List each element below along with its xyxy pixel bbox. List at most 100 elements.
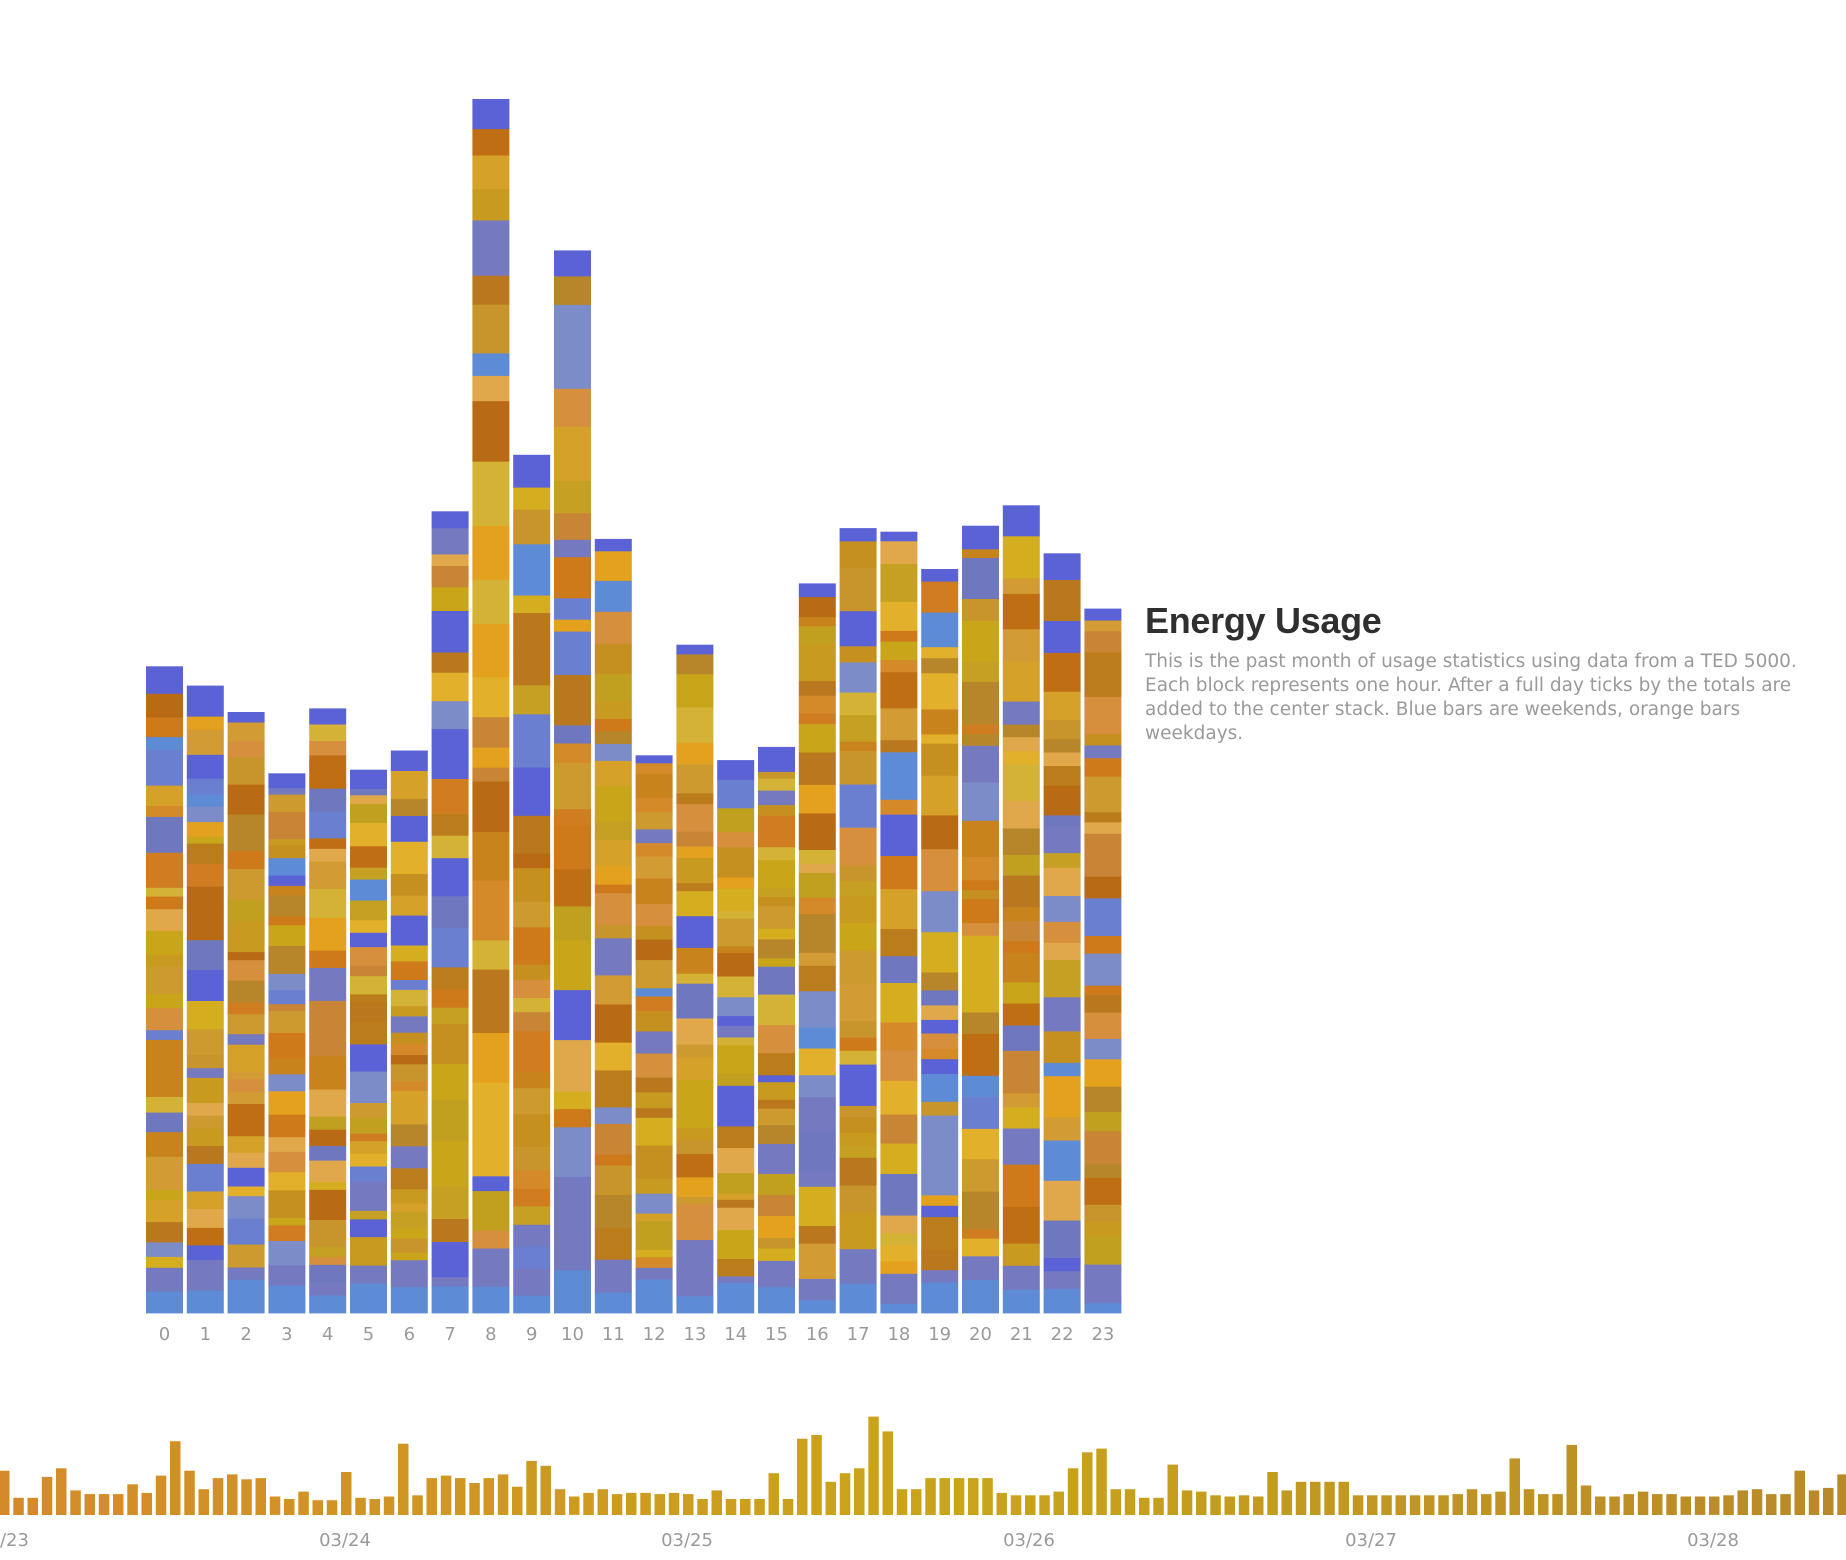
timeline-bar[interactable] — [1637, 1491, 1649, 1515]
timeline-bar[interactable] — [512, 1486, 523, 1515]
timeline-bar[interactable] — [1067, 1468, 1079, 1515]
timeline-bar[interactable] — [1751, 1489, 1763, 1515]
timeline-bar[interactable] — [1210, 1495, 1221, 1515]
timeline-bar[interactable] — [554, 1489, 566, 1515]
timeline-bar[interactable] — [911, 1489, 922, 1515]
timeline-bar[interactable] — [611, 1494, 623, 1515]
timeline-bar[interactable] — [526, 1460, 537, 1515]
timeline-bar[interactable] — [1694, 1496, 1706, 1515]
hour-bar-20[interactable] — [962, 525, 999, 1314]
timeline-bar[interactable] — [1495, 1491, 1506, 1515]
timeline-bar[interactable] — [1580, 1485, 1592, 1516]
timeline-bar[interactable] — [968, 1478, 979, 1515]
timeline-bar[interactable] — [996, 1492, 1008, 1515]
hour-bar-5[interactable] — [350, 769, 387, 1314]
hour-bar-13[interactable] — [676, 644, 714, 1314]
timeline-bar[interactable] — [0, 1470, 10, 1515]
timeline-bar[interactable] — [953, 1478, 965, 1515]
timeline-bar[interactable] — [597, 1489, 609, 1515]
hour-bar-4[interactable] — [309, 708, 347, 1314]
timeline-bar[interactable] — [868, 1416, 879, 1515]
timeline-bar[interactable] — [1709, 1496, 1720, 1515]
timeline-bar[interactable] — [1124, 1489, 1136, 1515]
timeline-bar[interactable] — [155, 1475, 167, 1515]
hour-bar-19[interactable] — [921, 569, 959, 1314]
hour-bar-18[interactable] — [880, 531, 918, 1314]
timeline-bar[interactable] — [41, 1476, 53, 1515]
timeline-bar[interactable] — [1238, 1495, 1250, 1515]
timeline-bar[interactable] — [184, 1470, 195, 1515]
timeline-bar[interactable] — [1196, 1491, 1207, 1515]
timeline-bar[interactable] — [1609, 1496, 1620, 1515]
timeline-bar[interactable] — [70, 1490, 81, 1515]
hour-bar-0[interactable] — [146, 666, 183, 1314]
timeline-bar[interactable] — [326, 1500, 338, 1515]
timeline-bar[interactable] — [725, 1499, 737, 1515]
timeline-bar[interactable] — [1623, 1494, 1635, 1515]
timeline-bar[interactable] — [1039, 1495, 1050, 1515]
timeline-bar[interactable] — [1010, 1495, 1022, 1515]
timeline-bar[interactable] — [683, 1494, 694, 1515]
timeline-bar[interactable] — [1395, 1495, 1407, 1515]
timeline-bar[interactable] — [569, 1496, 580, 1515]
timeline-bar[interactable] — [440, 1475, 452, 1515]
timeline-bar[interactable] — [839, 1473, 851, 1515]
timeline-bar[interactable] — [811, 1435, 822, 1515]
timeline-bar[interactable] — [113, 1494, 124, 1515]
timeline-bar[interactable] — [654, 1494, 666, 1515]
timeline-bar[interactable] — [797, 1438, 808, 1515]
timeline-bar[interactable] — [668, 1492, 680, 1515]
timeline-bar[interactable] — [1523, 1489, 1535, 1515]
timeline-bar[interactable] — [1096, 1448, 1107, 1515]
hour-bar-12[interactable] — [635, 755, 673, 1314]
timeline-bar[interactable] — [1566, 1444, 1578, 1515]
timeline-bar[interactable] — [640, 1492, 651, 1515]
timeline-bar[interactable] — [1481, 1494, 1492, 1515]
timeline-bar[interactable] — [469, 1483, 480, 1515]
timeline-bar[interactable] — [1766, 1494, 1777, 1515]
timeline-bar[interactable] — [383, 1496, 395, 1515]
timeline-bar[interactable] — [1352, 1495, 1364, 1515]
hour-bar-23[interactable] — [1084, 608, 1122, 1314]
hour-bar-9[interactable] — [513, 454, 551, 1314]
timeline-bar[interactable] — [825, 1481, 837, 1515]
timeline-bar[interactable] — [355, 1497, 366, 1515]
timeline-bar[interactable] — [341, 1472, 352, 1515]
timeline-bar[interactable] — [1338, 1481, 1350, 1515]
timeline-bar[interactable] — [754, 1499, 765, 1515]
timeline-bar[interactable] — [298, 1491, 309, 1515]
timeline-bar[interactable] — [540, 1465, 552, 1515]
timeline-bar[interactable] — [626, 1492, 637, 1515]
timeline-bar[interactable] — [1281, 1490, 1293, 1515]
timeline-bar[interactable] — [398, 1443, 409, 1515]
timeline-bar[interactable] — [198, 1489, 210, 1515]
timeline-bar[interactable] — [1823, 1487, 1834, 1515]
hour-bar-11[interactable] — [594, 538, 632, 1314]
timeline-bar[interactable] — [1723, 1495, 1734, 1515]
hour-bar-6[interactable] — [390, 750, 428, 1314]
hour-bar-17[interactable] — [839, 528, 877, 1314]
timeline-bar[interactable] — [1652, 1494, 1663, 1515]
timeline-bar[interactable] — [1737, 1490, 1749, 1515]
hour-bar-16[interactable] — [798, 583, 836, 1314]
timeline-bar[interactable] — [127, 1484, 138, 1516]
timeline-bar[interactable] — [227, 1474, 238, 1515]
timeline-bar[interactable] — [369, 1499, 381, 1515]
timeline-bar[interactable] — [1595, 1496, 1606, 1515]
hour-bar-21[interactable] — [1002, 505, 1040, 1314]
timeline-bar[interactable] — [1153, 1497, 1164, 1515]
timeline-bar[interactable] — [1253, 1496, 1264, 1515]
timeline-bar[interactable] — [1224, 1496, 1236, 1515]
timeline-bar[interactable] — [1025, 1495, 1036, 1515]
timeline-bar[interactable] — [1167, 1464, 1179, 1515]
timeline-bar[interactable] — [1837, 1474, 1846, 1515]
timeline-bar[interactable] — [170, 1441, 181, 1515]
timeline-bar[interactable] — [483, 1478, 495, 1515]
timeline-bar[interactable] — [925, 1478, 936, 1515]
hour-bar-10[interactable] — [554, 250, 591, 1314]
timeline-bar[interactable] — [583, 1492, 594, 1515]
timeline-bar[interactable] — [284, 1499, 295, 1515]
hour-bar-1[interactable] — [186, 685, 224, 1314]
timeline-bar[interactable] — [1110, 1489, 1122, 1515]
timeline-bar[interactable] — [1509, 1458, 1521, 1515]
